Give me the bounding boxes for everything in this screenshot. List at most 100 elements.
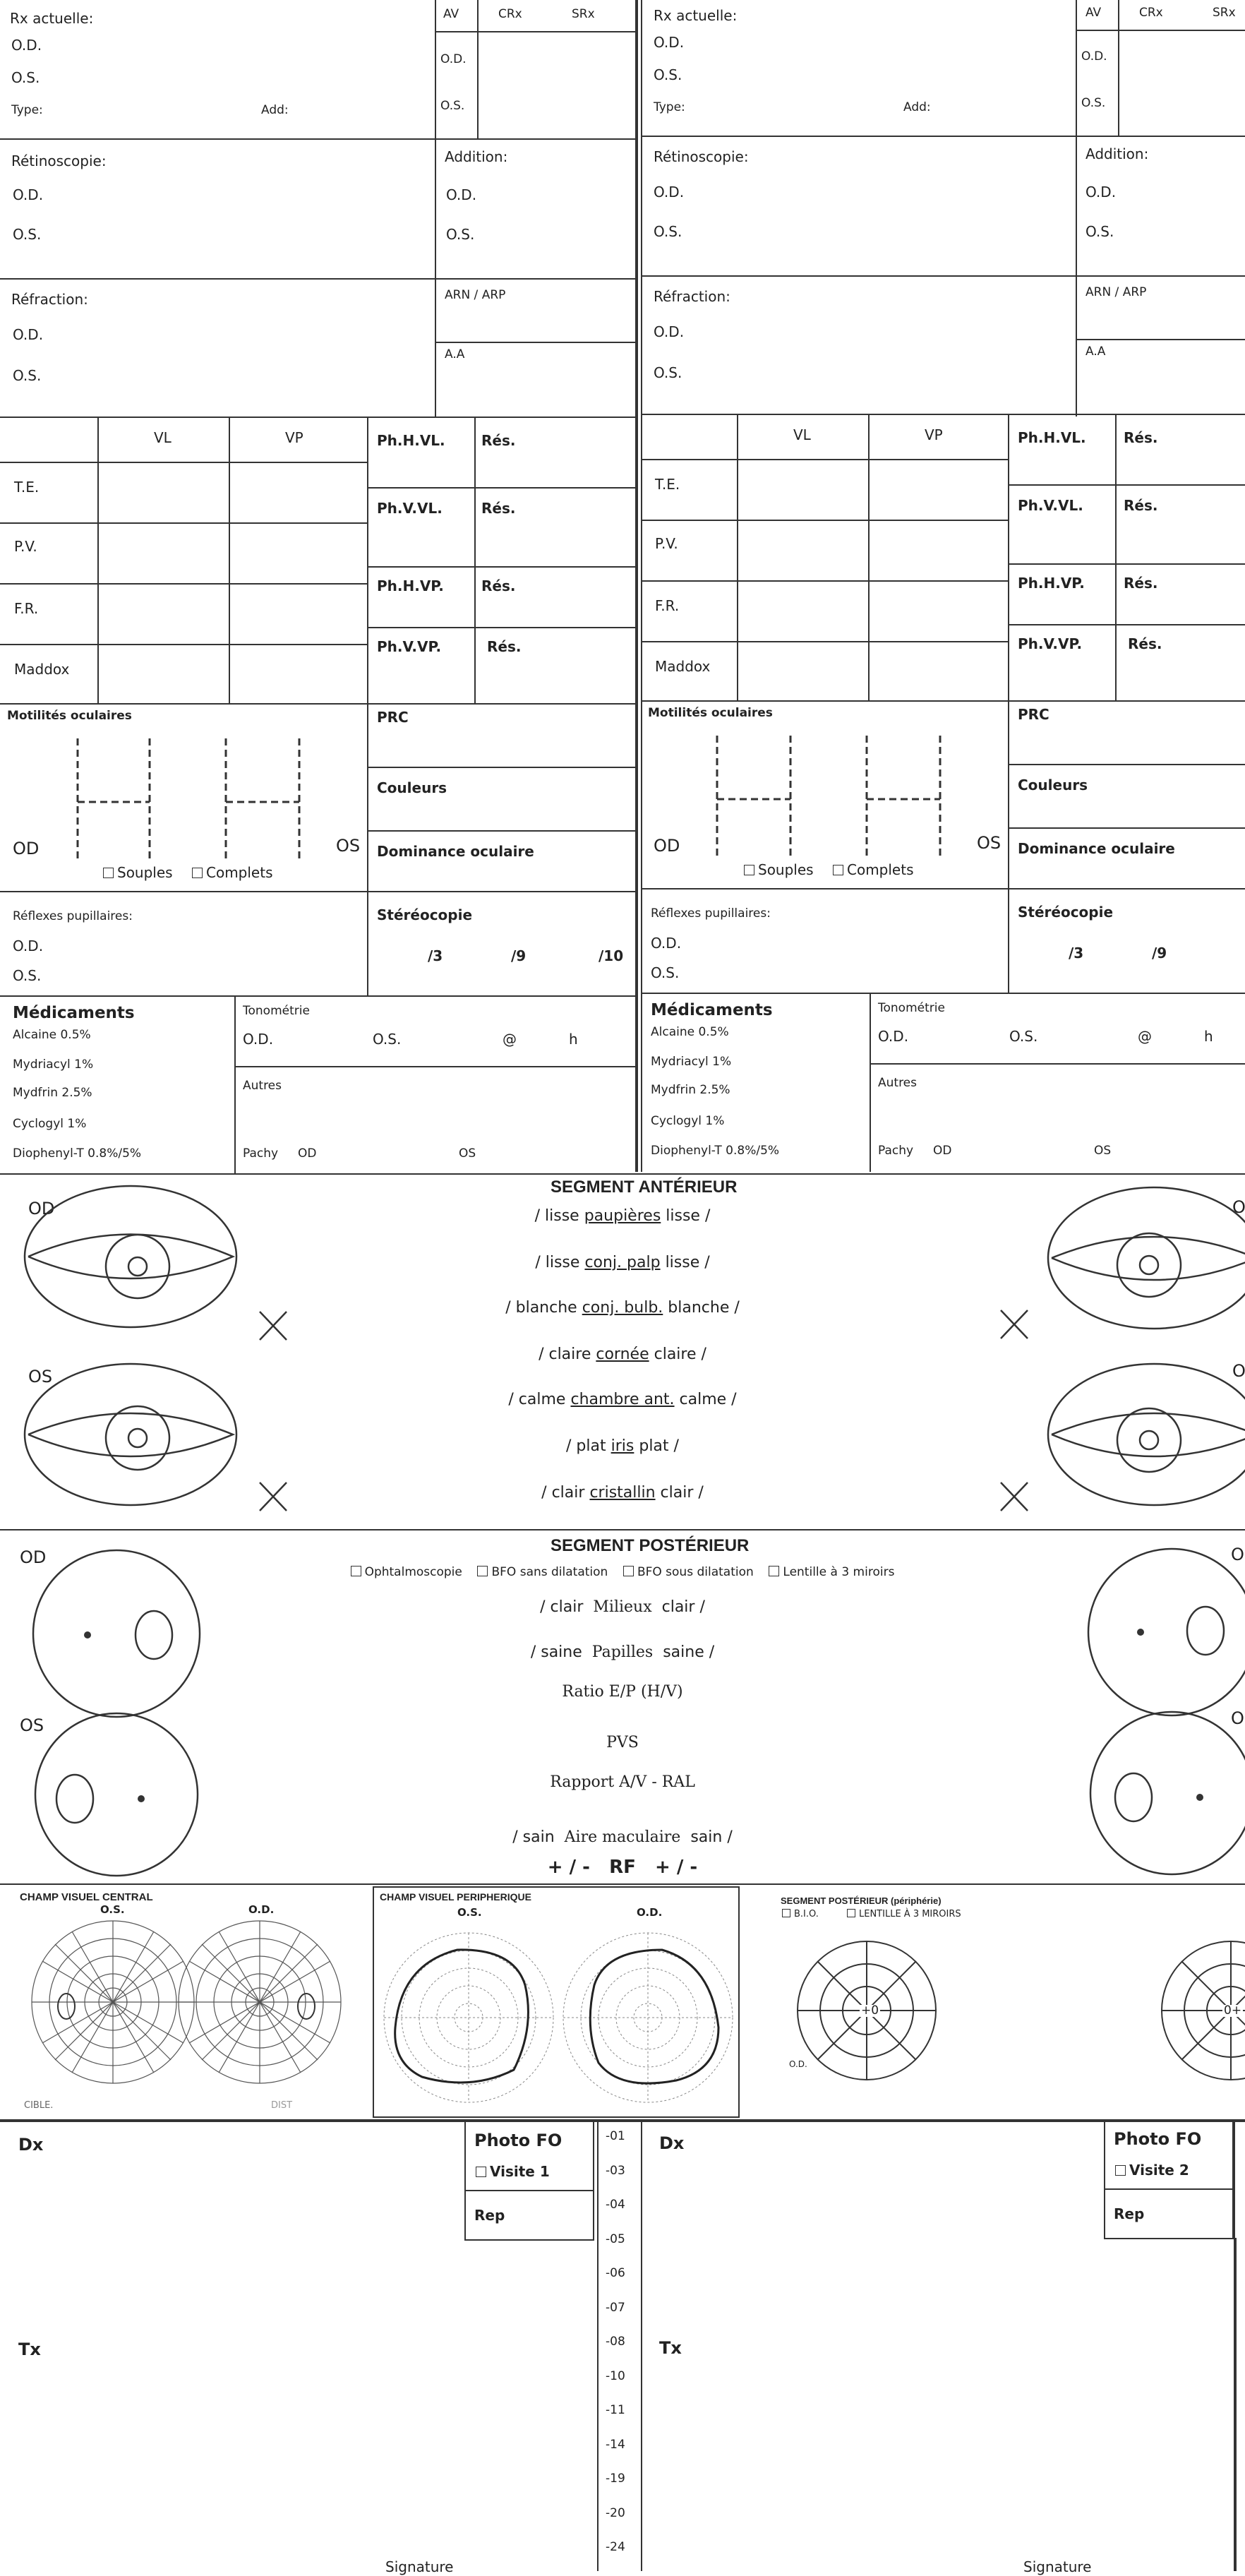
photo-fo-box — [464, 2119, 594, 2241]
stereo-10: /10 — [599, 947, 624, 964]
res-label: Rés. — [1124, 429, 1158, 446]
os-label: O.S. — [654, 223, 682, 240]
pvs-row: PVS — [606, 1734, 639, 1751]
stereo-label: Stéréocopie — [377, 906, 473, 923]
od-label-cut: OD — [1231, 1545, 1245, 1564]
lentille-option[interactable]: LENTILLE À 3 MIROIRS — [847, 1909, 961, 1919]
complets-option[interactable]: Complets — [192, 865, 273, 880]
bio-option[interactable]: B.I.O. — [782, 1909, 819, 1919]
code-item[interactable]: -24 — [606, 2540, 625, 2554]
pv-label: P.V. — [655, 535, 678, 552]
od-label: O.D. — [651, 935, 682, 952]
od-label: O.D. — [878, 1028, 909, 1045]
autres-label: Autres — [243, 1079, 282, 1093]
te-label: T.E. — [14, 479, 40, 496]
od-label: O.D. — [243, 1031, 274, 1048]
aire-row: / sain Aire maculaire sain / — [512, 1828, 733, 1846]
tx-label-left: Tx — [18, 2340, 41, 2359]
os-label: O.S. — [13, 967, 42, 984]
rf-row: + / - RF + / - — [547, 1857, 698, 1878]
od-label: OD — [13, 839, 40, 858]
os-label: O.S. — [1085, 223, 1114, 240]
os-label: O.S. — [13, 226, 42, 243]
anterior-title: SEGMENT ANTÉRIEUR — [551, 1178, 738, 1197]
cv-peri-od-label: O.D. — [637, 1906, 663, 1919]
ophtalmoscopie-option[interactable]: Ophtalmoscopie — [350, 1565, 462, 1579]
med-item: Cyclogyl 1% — [13, 1117, 87, 1131]
anterior-row: / lisse conj. palp lisse / — [535, 1254, 710, 1271]
stereo-3: /3 — [428, 947, 443, 964]
od-label-cut: OD — [1232, 1197, 1245, 1217]
os-label: O.S. — [654, 364, 682, 381]
os-label: O.S. — [11, 69, 40, 86]
code-item[interactable]: -08 — [606, 2335, 625, 2349]
visite1-option[interactable]: Visite 1 — [476, 2164, 550, 2179]
peripheral-field-chart — [383, 1932, 733, 2103]
cv-od-label: O.D. — [248, 1903, 275, 1916]
bfo-sous-option[interactable]: BFO sous dilatation — [622, 1565, 754, 1579]
souples-option[interactable]: Souples — [744, 863, 814, 877]
photo-fo-box — [1104, 2119, 1235, 2239]
med-item: Diophenyl-T 0.8%/5% — [13, 1146, 142, 1161]
res-label: Rés. — [481, 432, 516, 449]
seg-post-peri-title: SEGMENT POSTÉRIEUR (périphérie) — [781, 1895, 942, 1906]
code-item[interactable]: -06 — [606, 2266, 625, 2280]
visite2-option[interactable]: Visite 2 — [1115, 2163, 1189, 2177]
bfo-sans-option[interactable]: BFO sans dilatation — [477, 1565, 608, 1579]
pachy-od: OD — [298, 1146, 317, 1161]
code-item[interactable]: -03 — [606, 2163, 625, 2178]
cv-os-label: O.S. — [100, 1903, 125, 1916]
os-label: OS — [20, 1715, 44, 1735]
autres-label: Autres — [878, 1076, 918, 1090]
periphery-chart-right — [1161, 1941, 1245, 2080]
refraction-label: Réfraction: — [11, 291, 88, 308]
ratio-row: Ratio E/P (H/V) — [562, 1683, 683, 1701]
pachy-os: OS — [1094, 1144, 1112, 1158]
od-label: O.D. — [1085, 184, 1117, 200]
complets-option[interactable]: Complets — [833, 863, 914, 877]
te-label: T.E. — [655, 476, 680, 493]
os-label: O.S. — [373, 1031, 402, 1048]
code-item[interactable]: -20 — [606, 2505, 625, 2520]
res-label: Rés. — [1124, 575, 1158, 592]
retinoscopie-label: Rétinoscopie: — [654, 148, 749, 165]
pachy-os: OS — [459, 1146, 476, 1161]
code-item[interactable]: -04 — [606, 2198, 625, 2212]
av-header: AV — [1085, 6, 1102, 20]
code-item[interactable]: -19 — [606, 2472, 625, 2486]
os-label-cut: OS — [1232, 1361, 1245, 1381]
res-label: Rés. — [487, 638, 522, 655]
at-label: @ — [503, 1031, 517, 1048]
od-label: OD — [28, 1199, 55, 1218]
code-item[interactable]: -01 — [606, 2129, 625, 2143]
code-item[interactable]: -07 — [606, 2300, 625, 2315]
lentille-option[interactable]: Lentille à 3 miroirs — [769, 1565, 894, 1579]
ph-h-vp-label: Ph.H.VP. — [377, 577, 444, 594]
code-item[interactable]: -05 — [606, 2231, 625, 2246]
stereo-label: Stéréocopie — [1018, 904, 1114, 921]
code-item[interactable]: -14 — [606, 2437, 625, 2452]
ph-v-vl-label: Ph.V.VL. — [1018, 497, 1083, 514]
code-item[interactable]: -11 — [606, 2403, 625, 2417]
stereo-3: /3 — [1069, 945, 1084, 961]
ph-h-vl-label: Ph.H.VL. — [377, 432, 445, 449]
vp-header: VP — [925, 426, 943, 443]
arn-arp-label: ARN / ARP — [445, 288, 506, 302]
os-label: O.S. — [13, 367, 42, 384]
prc-label: PRC — [1018, 706, 1049, 723]
dx-label-left: Dx — [18, 2135, 44, 2155]
vl-header: VL — [154, 429, 172, 446]
couleurs-label: Couleurs — [377, 779, 447, 796]
code-item[interactable]: -10 — [606, 2368, 625, 2383]
add-label: Add: — [261, 103, 289, 117]
divider — [435, 0, 436, 418]
addition-label: Addition: — [445, 148, 508, 165]
stereo-9: /9 — [1152, 945, 1167, 961]
retinoscopie-label: Rétinoscopie: — [11, 152, 107, 169]
motility-diagram — [716, 736, 942, 856]
crx-header: CRx — [498, 7, 522, 21]
souples-option[interactable]: Souples — [103, 865, 173, 880]
fundus-drawings-right — [1087, 1547, 1245, 1876]
pachy-label: Pachy — [878, 1144, 914, 1158]
od-av: O.D. — [440, 52, 467, 66]
